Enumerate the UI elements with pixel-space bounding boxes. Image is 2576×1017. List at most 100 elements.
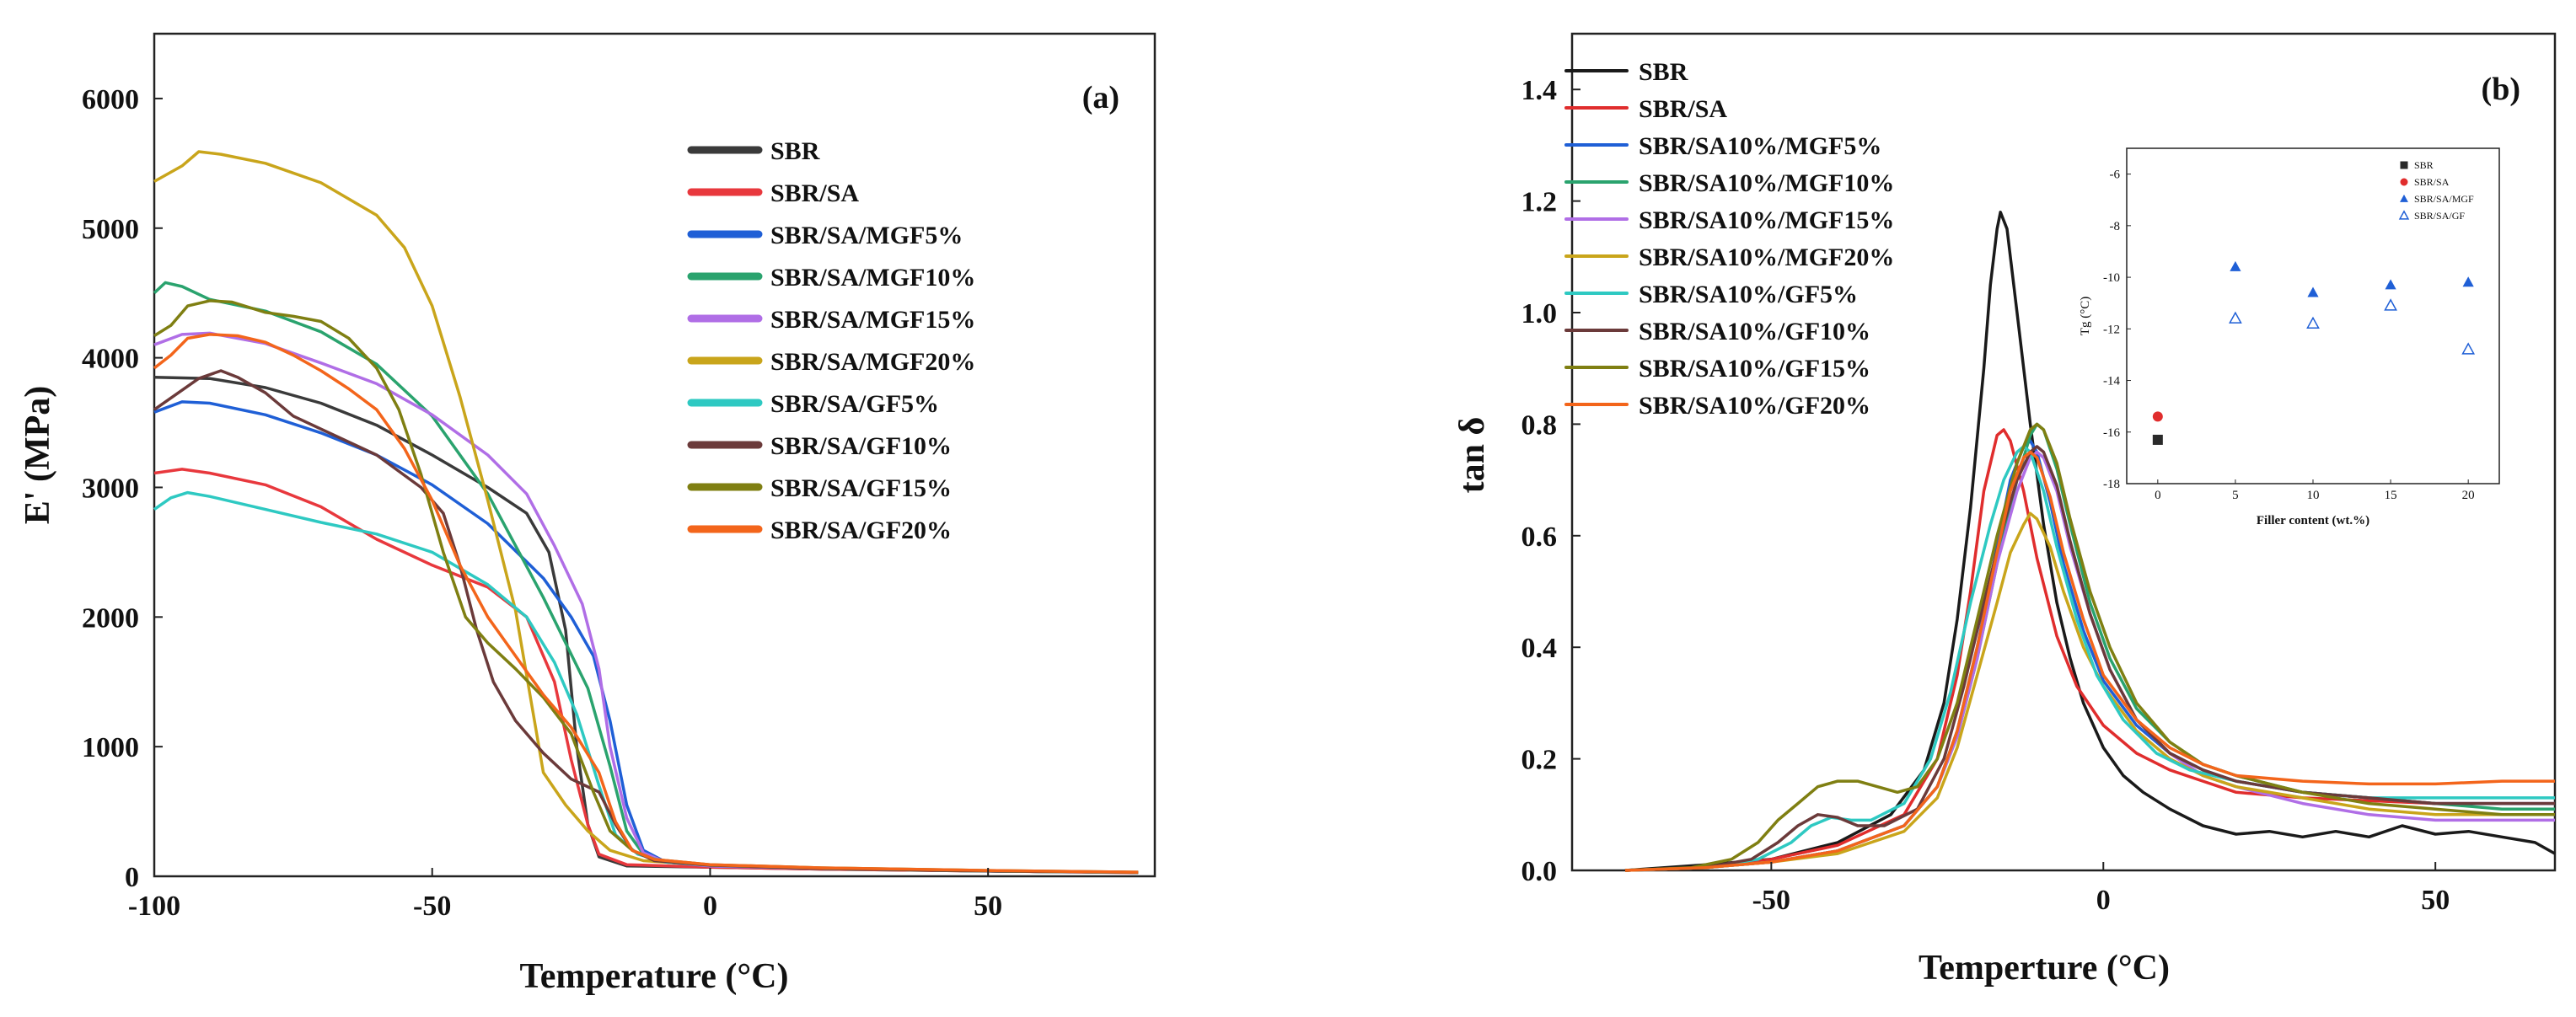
inset-legend: SBR SBR/SA SBR/SA/MGF SBR/SA/GF [2398,159,2474,222]
inset-plot-frame [2126,147,2500,484]
inset-point-sbr-sa-mgf [2462,276,2474,287]
a-series-sbr-sa [153,468,1139,875]
inset-point-sbr-sa-gf [2306,316,2320,329]
a-series-sbr [153,375,1139,875]
a-series-sbr-sa-mgf15 [153,331,1139,875]
panel-a-plot-frame [153,32,1157,878]
inset-point-sbr-sa-mgf [2230,260,2241,271]
panel-b-plot-frame [1570,32,2557,872]
y-tick-label: 3000 [82,473,139,504]
y-tick-label: 1000 [82,732,139,763]
inset-axes: 0 5 10 15 20 -18 -16 -14 -12 -10 -8 -6 [2103,169,2475,502]
inset-x-tick-label: 5 [2232,489,2239,502]
y-tick-label: 0.8 [1521,409,1558,441]
panel-a-legend: SBR SBR/SA SBR/SA/MGF5% SBR/SA/MGF10% SBR/SA… [687,137,975,544]
x-tick-label: 0 [2096,885,2111,916]
y-tick-label: 6000 [82,84,139,115]
y-tick-label: 0.2 [1521,745,1558,776]
legend-label-sbr-sa-gf5: SBR/SA/GF5% [770,390,939,418]
x-tick-label: -50 [1752,885,1790,916]
legend-label-sbr-sa-gf20: SBR/SA/GF20% [770,517,952,544]
y-tick-label: 5000 [82,214,139,245]
panel-a-x-axis-title: Temperature (°C) [520,957,789,996]
panel-b-inset-chart: 0 5 10 15 20-18-16-14-12-10-8-6 SBRSBR/SASBR… [2079,147,2500,527]
inset-legend-marker-sbr-sa-gf [2398,210,2410,220]
y-tick-label: 2000 [82,602,139,634]
inset-x-tick-label: 20 [2462,489,2475,502]
inset-y-tick-label: -10 [2103,271,2120,285]
b-series-sbr-sa10-gf20 [1624,450,2555,872]
legend-label-sbr-sa10-mgf15: SBR/SA10%/MGF15% [1639,206,1894,234]
legend-label-sbr-sa10-mgf10: SBR/SA10%/MGF10% [1639,169,1894,197]
panel-b-series-group [1624,211,2556,872]
inset-legend-label-sbr-sa: SBR/SA [2414,176,2450,188]
legend-label-sbr-sa10-gf10: SBR/SA10%/GF10% [1639,318,1870,345]
panel-b-axes: -50 0 500.00.20.40.60.81.01.21.4 [1521,75,2450,916]
a-series-sbr-sa-mgf10 [153,281,1139,875]
b-series-sbr-sa10-mgf20 [1624,511,2555,872]
legend-label-sbr-sa: SBR/SA [770,179,859,207]
y-tick-label: 1.0 [1521,298,1558,329]
inset-y-tick-label: -14 [2103,375,2120,388]
panel-b-y-axis-title: tan δ [1453,417,1492,494]
inset-points-group [2152,260,2476,445]
a-series-sbr-sa-gf5 [153,490,1139,875]
legend-label-sbr-sa-gf15: SBR/SA/GF15% [770,474,952,502]
inset-y-tick-label: -16 [2103,426,2120,440]
inset-y-tick-label: -12 [2103,323,2120,336]
x-tick-label: 50 [2421,885,2450,916]
panel-b-legend: SBR SBR/SA SBR/SA10%/MGF5% SBR/SA10%/MGF10%… [1564,58,1894,420]
x-tick-label: -50 [413,891,451,922]
legend-label-sbr-sa-gf10: SBR/SA/GF10% [770,432,952,460]
panel-a-series-group [153,150,1139,875]
inset-legend-label-sbr: SBR [2414,159,2434,171]
inset-y-tick-label: -8 [2110,220,2121,233]
legend-label-sbr-sa: SBR/SA [1639,95,1727,123]
y-tick-label: 1.2 [1521,187,1558,218]
inset-legend-marker-sbr-sa [2400,178,2408,186]
y-tick-label: 1.4 [1521,75,1558,106]
inset-point-sbr-sa-gf [2229,311,2242,324]
inset-point-sbr-sa-gf [2384,298,2397,311]
inset-x-axis-title: Filler content (wt.%) [2257,514,2369,527]
legend-label-sbr: SBR [1639,58,1688,86]
y-tick-label: 0.0 [1521,856,1558,887]
legend-label-sbr-sa10-mgf5: SBR/SA10%/MGF5% [1639,132,1881,160]
a-series-sbr-sa-gf10 [153,369,1139,875]
panel-b-chart: -50 0 500.00.20.40.60.81.01.21.4 (b) SBRSB… [1453,32,2557,988]
a-series-sbr-sa-gf20 [153,333,1139,874]
inset-x-tick-label: 10 [2307,489,2320,502]
b-series-sbr [1624,211,2556,872]
legend-label-sbr-sa10-gf5: SBR/SA10%/GF5% [1639,281,1858,308]
inset-x-tick-label: 0 [2155,489,2161,502]
inset-y-tick-label: -6 [2110,169,2121,182]
panel-a-y-axis-title: E' (MPa) [19,386,57,524]
inset-y-tick-label: -18 [2103,478,2120,491]
y-tick-label: 0.4 [1521,633,1558,664]
inset-point-sbr-sa-mgf [2307,286,2319,297]
y-tick-label: 0.6 [1521,522,1558,553]
y-tick-label: 0 [125,862,139,893]
legend-label-sbr: SBR [770,137,820,165]
inset-legend-label-sbr-sa-mgf: SBR/SA/MGF [2414,193,2474,205]
panel-b-label: (b) [2482,72,2520,107]
y-tick-label: 4000 [82,344,139,375]
panel-a-label: (a) [1082,80,1119,115]
inset-y-axis-title: Tg (°C) [2079,297,2092,335]
legend-label-sbr-sa-mgf20: SBR/SA/MGF20% [770,348,975,376]
inset-point-sbr-sa-gf [2461,342,2476,355]
inset-point-sbr-sa [2152,411,2163,422]
inset-legend-marker-sbr [2400,161,2408,169]
x-tick-label: -100 [128,891,180,922]
x-tick-label: 50 [974,891,1002,922]
inset-point-sbr [2152,434,2163,445]
inset-point-sbr-sa-mgf [2385,279,2396,290]
a-series-sbr-sa-mgf20 [153,150,1139,875]
panel-b-x-axis-title: Temperture (°C) [1919,949,2170,988]
legend-label-sbr-sa-mgf15: SBR/SA/MGF15% [770,306,975,334]
a-series-sbr-sa-gf15 [153,299,1139,874]
a-series-sbr-sa-mgf5 [153,400,1139,875]
